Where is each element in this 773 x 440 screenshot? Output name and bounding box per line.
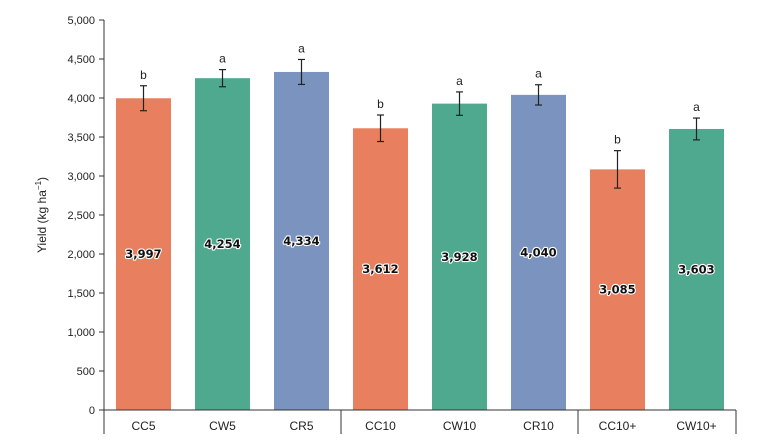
bar bbox=[432, 103, 487, 410]
y-tick-label: 3,000 bbox=[67, 171, 95, 183]
y-tick-label: 1,000 bbox=[67, 327, 95, 339]
x-tick-label: CC10 bbox=[365, 419, 396, 433]
data-label: 3,612 bbox=[362, 262, 398, 276]
y-tick-label: 1,500 bbox=[67, 288, 95, 300]
y-tick-label: 2,500 bbox=[67, 210, 95, 222]
axes: CC5 CW5 CR5 CC10 CW10 CR10 CC10+ CW10+ bbox=[103, 20, 737, 434]
bars: b 3,997 a 4,254 a 4,334 b 3,612 a 3,928 a 4,040 b 3,0… bbox=[116, 41, 724, 411]
data-label: 4,254 bbox=[204, 237, 240, 251]
y-axis-title: Yield (kg ha−1) bbox=[34, 177, 49, 253]
y-tick-label: 2,000 bbox=[67, 249, 95, 261]
significance-letter: b bbox=[140, 68, 147, 82]
data-label: 3,928 bbox=[441, 250, 477, 264]
x-tick-label: CC5 bbox=[131, 419, 155, 433]
x-tick-label: CR10 bbox=[523, 419, 554, 433]
significance-letter: a bbox=[298, 41, 305, 55]
bar bbox=[590, 169, 645, 410]
data-label: 4,334 bbox=[283, 234, 319, 248]
significance-letter: a bbox=[535, 67, 542, 81]
significance-letter: a bbox=[693, 100, 700, 114]
x-tick-label: CW10+ bbox=[676, 419, 716, 433]
data-label: 3,997 bbox=[125, 247, 161, 261]
bar bbox=[274, 71, 329, 410]
data-label: 3,603 bbox=[678, 262, 714, 276]
y-tick-label: 0 bbox=[89, 405, 95, 417]
bar bbox=[116, 98, 171, 410]
bar bbox=[669, 128, 724, 410]
significance-letter: a bbox=[219, 52, 226, 66]
y-tick-label: 5,000 bbox=[67, 15, 95, 27]
significance-letter: b bbox=[377, 97, 384, 111]
significance-letter: b bbox=[614, 133, 621, 147]
x-tick-label: CC10+ bbox=[599, 419, 637, 433]
x-tick-label: CR5 bbox=[289, 419, 313, 433]
significance-letter: a bbox=[456, 74, 463, 88]
y-tick-label: 4,000 bbox=[67, 93, 95, 105]
data-label: 4,040 bbox=[520, 245, 556, 259]
data-label: 3,085 bbox=[599, 283, 635, 297]
x-tick-label: CW5 bbox=[209, 419, 236, 433]
y-tick-label: 3,500 bbox=[67, 132, 95, 144]
x-tick-label: CW10 bbox=[443, 419, 477, 433]
bar bbox=[195, 78, 250, 411]
bar bbox=[511, 94, 566, 410]
y-tick-label: 500 bbox=[77, 366, 95, 378]
y-axis-ticks: 0 500 1,000 1,500 2,000 2,500 3,000 3,500 4,000 4… bbox=[67, 15, 104, 417]
bar bbox=[353, 128, 408, 410]
y-tick-label: 4,500 bbox=[67, 54, 95, 66]
